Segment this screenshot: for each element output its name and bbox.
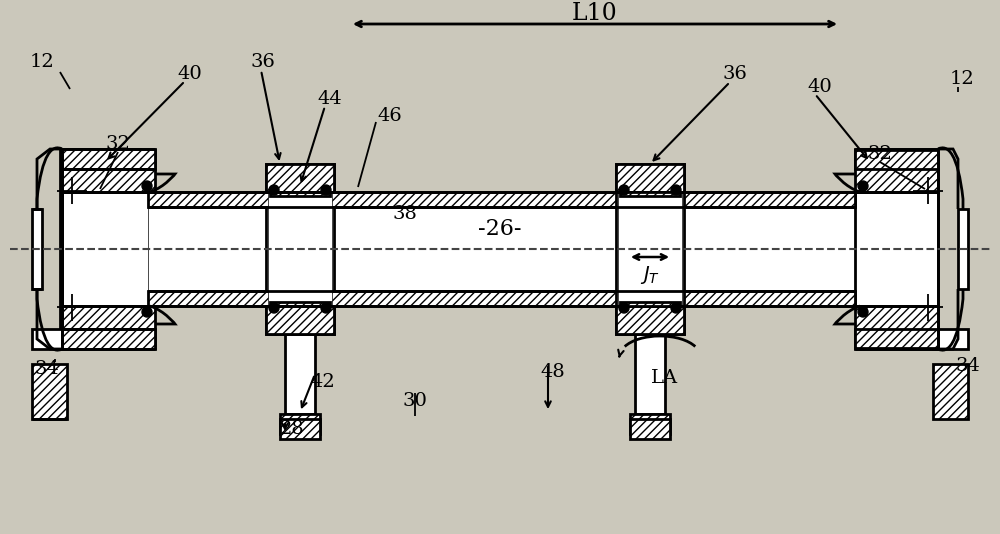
Text: 34: 34 <box>956 357 980 375</box>
Circle shape <box>321 185 331 195</box>
Bar <box>635 334 665 414</box>
Bar <box>62 149 155 169</box>
Text: 48: 48 <box>541 363 565 381</box>
Circle shape <box>142 307 152 317</box>
Text: 12: 12 <box>30 53 54 71</box>
Text: 36: 36 <box>723 65 747 83</box>
Bar <box>855 306 938 348</box>
Bar <box>32 364 67 419</box>
Text: 38: 38 <box>393 205 417 223</box>
Text: 12: 12 <box>950 70 974 88</box>
Bar <box>620 192 680 196</box>
Text: 46: 46 <box>378 107 402 125</box>
Bar <box>148 192 855 207</box>
Bar <box>630 419 670 439</box>
Bar <box>32 209 42 289</box>
Text: -26-: -26- <box>478 218 522 240</box>
Circle shape <box>671 303 681 313</box>
Bar <box>616 306 684 334</box>
Circle shape <box>619 303 629 313</box>
Bar <box>280 419 320 439</box>
Circle shape <box>858 181 868 191</box>
Circle shape <box>619 185 629 195</box>
Bar <box>933 364 968 419</box>
Circle shape <box>142 181 152 191</box>
Bar <box>270 192 330 196</box>
Text: L10: L10 <box>572 3 618 26</box>
Text: 44: 44 <box>318 90 342 108</box>
Text: 32: 32 <box>106 135 130 153</box>
Text: 42: 42 <box>311 373 335 391</box>
Bar <box>285 334 315 414</box>
Text: 40: 40 <box>808 78 832 96</box>
Bar <box>266 164 334 192</box>
Bar <box>616 164 684 192</box>
Bar <box>620 302 680 306</box>
Bar <box>62 150 155 192</box>
Bar <box>148 207 855 291</box>
Text: 32: 32 <box>868 145 892 163</box>
Bar <box>266 306 334 334</box>
Circle shape <box>321 303 331 313</box>
Bar <box>62 149 140 164</box>
Bar <box>616 164 684 334</box>
Bar <box>268 192 332 306</box>
Bar <box>60 149 62 349</box>
Bar <box>62 306 155 348</box>
Bar <box>266 164 334 334</box>
Bar <box>630 414 670 434</box>
Bar <box>270 302 330 306</box>
Text: 28: 28 <box>280 420 304 438</box>
Bar <box>62 329 155 349</box>
Text: 40: 40 <box>178 65 202 83</box>
Circle shape <box>671 185 681 195</box>
Text: LA: LA <box>651 369 679 387</box>
Bar <box>618 192 682 306</box>
Circle shape <box>269 185 279 195</box>
Bar <box>855 329 938 349</box>
Bar <box>855 149 938 169</box>
Bar <box>933 329 968 349</box>
Circle shape <box>269 303 279 313</box>
Bar <box>855 150 938 192</box>
Bar <box>148 291 855 306</box>
Text: 34: 34 <box>35 360 59 378</box>
Bar <box>32 329 67 349</box>
Text: $J_T$: $J_T$ <box>640 264 660 286</box>
Bar <box>62 192 155 306</box>
Bar <box>855 192 938 306</box>
Text: 36: 36 <box>251 53 275 71</box>
Text: 30: 30 <box>403 392 427 410</box>
Bar <box>280 414 320 434</box>
Circle shape <box>858 307 868 317</box>
Bar <box>958 209 968 289</box>
